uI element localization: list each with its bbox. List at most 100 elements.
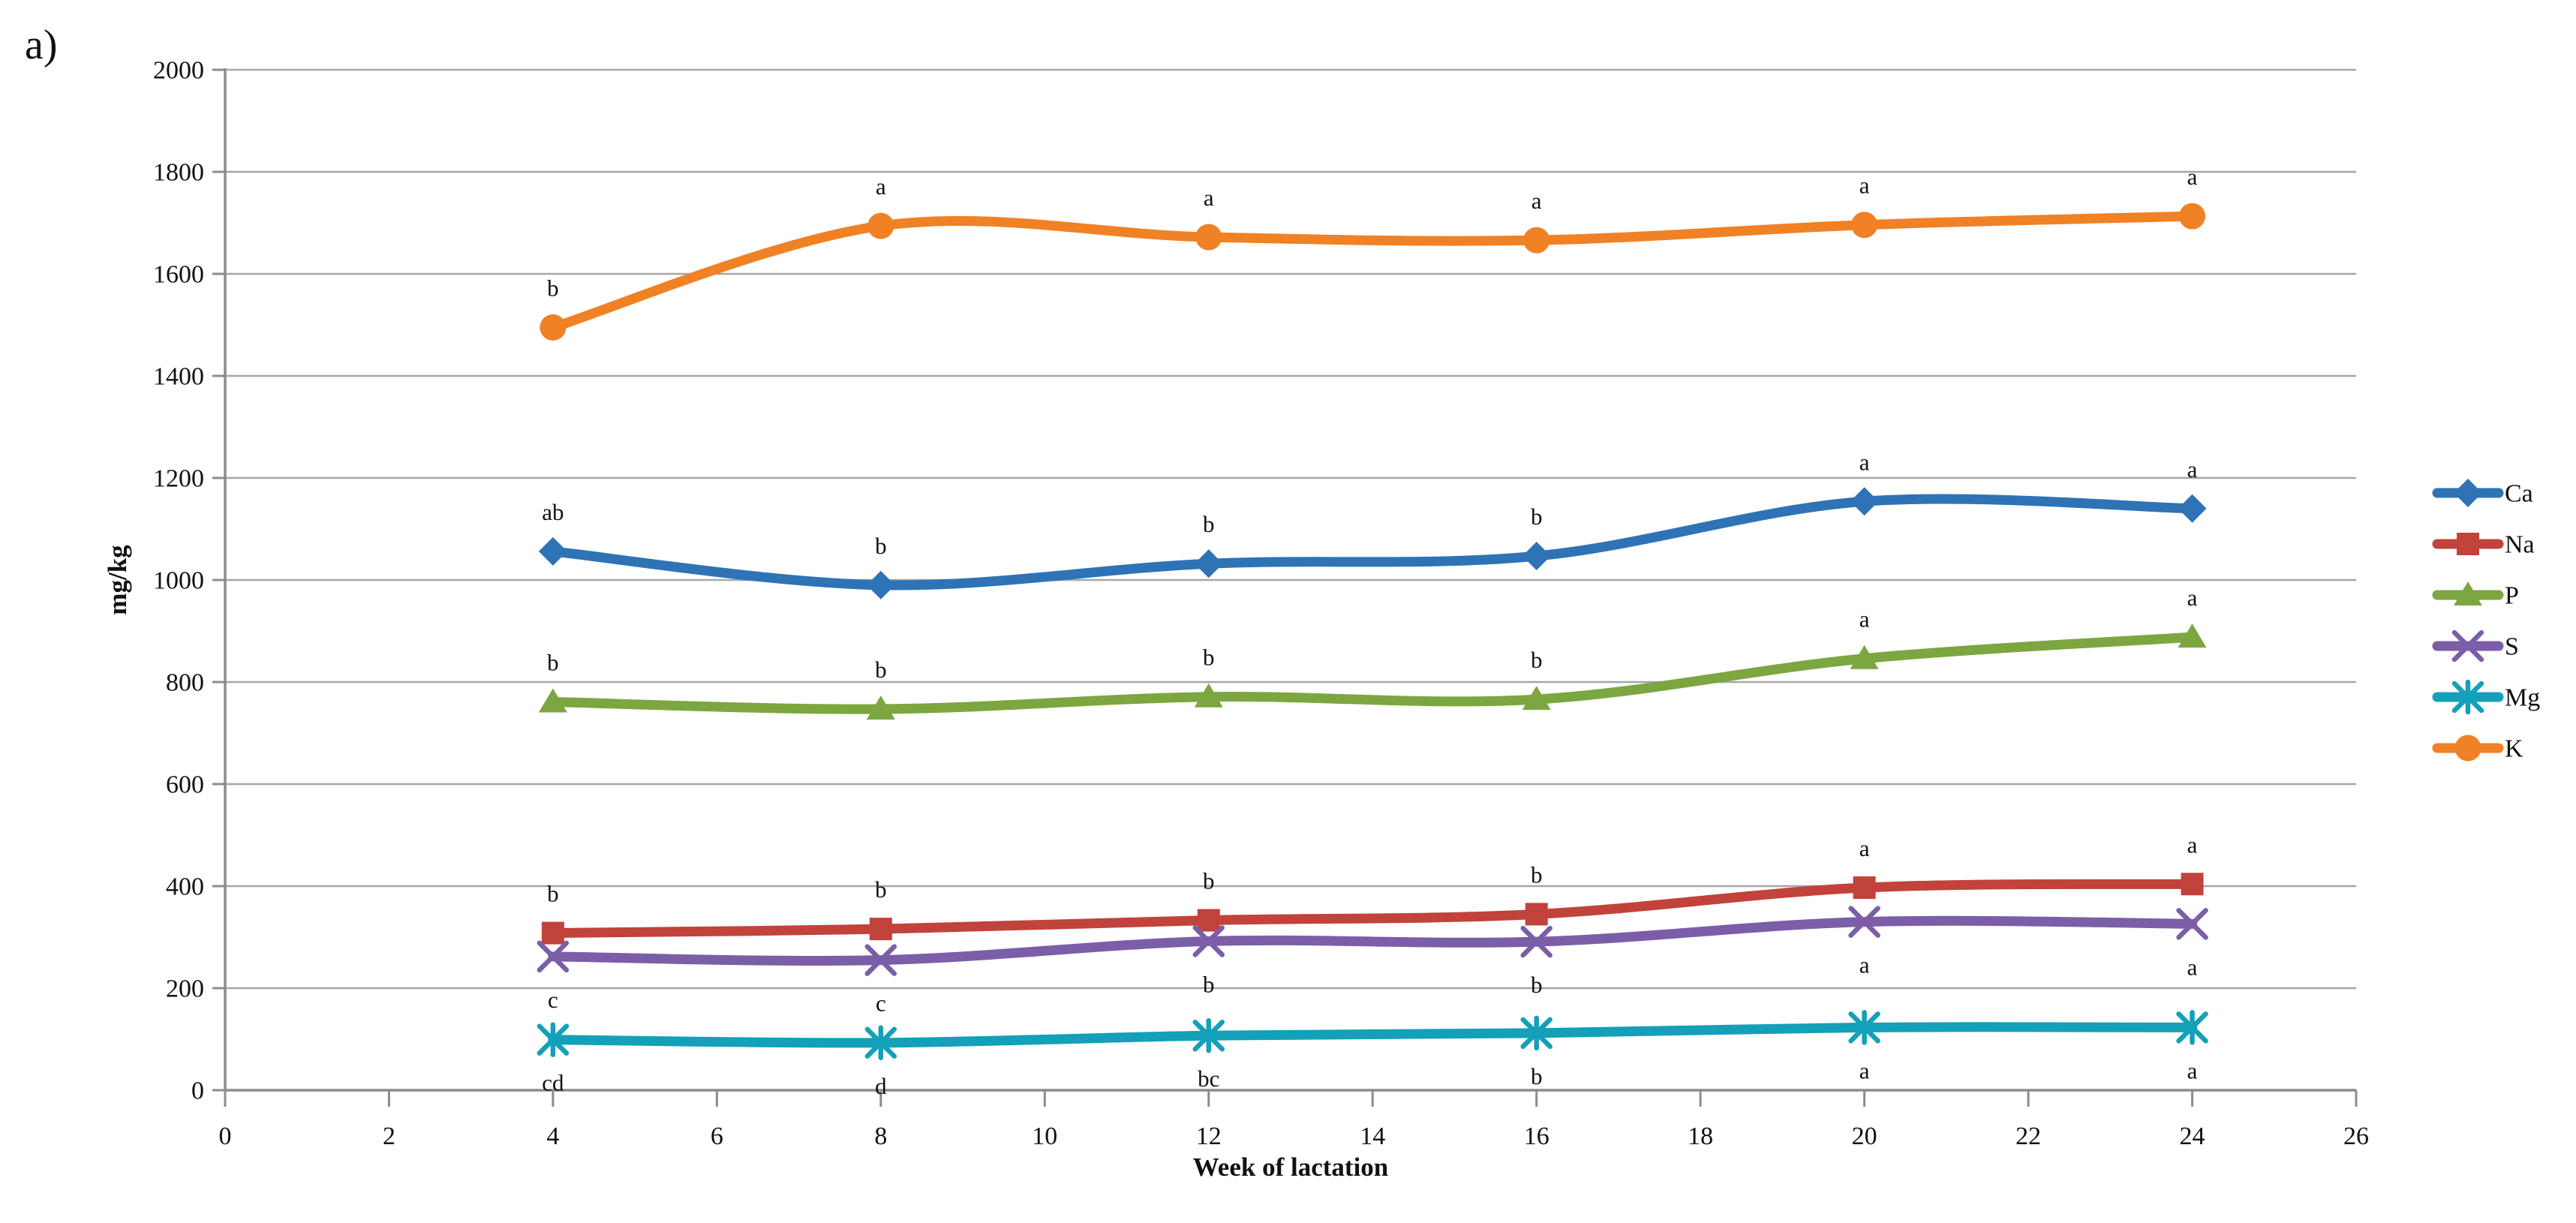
series-lines	[537, 203, 2208, 1061]
x-tick-label: 20	[1852, 1122, 1877, 1150]
legend: Ca Na PS Mg K	[2432, 479, 2540, 763]
annotation-Na-week4: b	[547, 881, 559, 907]
marker-S-week8	[864, 944, 897, 976]
series-Ca	[538, 487, 2207, 599]
x-tick-label: 26	[2343, 1122, 2369, 1150]
annotation-Mg-week24: a	[2187, 1057, 2198, 1083]
marker-P-week12	[1194, 683, 1223, 708]
marker-S-week20	[1848, 906, 1880, 938]
annotation-P-week24: a	[2187, 584, 2198, 611]
annotation-Mg-week20: a	[1859, 1057, 1870, 1083]
series-S	[537, 906, 2208, 976]
series-line-S	[548, 915, 2198, 966]
marker-Na-week4	[541, 921, 564, 945]
annotation-S-week20: a	[1859, 952, 1870, 978]
annotation-S-week8: c	[876, 990, 886, 1017]
legend-label-Na: Na	[2505, 531, 2535, 559]
annotation-Na-week12: b	[1203, 868, 1215, 894]
annotation-S-week24: a	[2187, 954, 2198, 980]
annotation-P-week16: b	[1531, 647, 1543, 673]
y-tick-label: 1800	[153, 159, 204, 187]
marker-S-week12	[1192, 925, 1225, 957]
legend-marker-diamond-icon	[2454, 479, 2482, 507]
y-tick-label: 1400	[153, 363, 204, 391]
legend-label-Mg: Mg	[2505, 684, 2540, 712]
y-tick-label: 600	[166, 771, 204, 799]
x-tick-label: 2	[383, 1122, 395, 1150]
marker-K-week16	[1523, 227, 1550, 254]
marker-P-week20	[1850, 645, 1879, 669]
x-axis-title: Week of lactation	[1193, 1152, 1389, 1182]
marker-P-week4	[538, 688, 567, 713]
x-tick-label: 14	[1360, 1122, 1385, 1150]
annotation-Ca-week16: b	[1531, 503, 1543, 530]
annotation-P-week12: b	[1203, 645, 1215, 671]
annotation-Ca-week12: b	[1203, 511, 1215, 537]
legend-label-Ca: Ca	[2505, 480, 2533, 508]
legend-marker-triangle-icon	[2454, 581, 2482, 605]
y-tick-label: 1200	[153, 465, 204, 493]
marker-Ca-week16	[1522, 542, 1551, 571]
marker-S-week16	[1520, 925, 1553, 958]
annotation-P-week20: a	[1859, 606, 1870, 633]
y-tick-label: 200	[166, 975, 204, 1003]
marker-Ca-week4	[538, 536, 567, 566]
x-tick-label: 16	[1524, 1122, 1550, 1150]
marker-Ca-week8	[866, 570, 895, 599]
annotation-K-week16: a	[1531, 188, 1542, 214]
annotation-Na-week8: b	[875, 876, 887, 903]
marker-Na-week12	[1197, 909, 1220, 932]
marker-K-week8	[867, 212, 894, 239]
legend-item-P: P	[2432, 581, 2519, 610]
annotation-P-week4: b	[547, 650, 559, 676]
marker-Ca-week20	[1850, 487, 1879, 516]
series-K	[540, 203, 2206, 341]
x-tick-label: 6	[711, 1122, 723, 1150]
marker-Na-week24	[2181, 873, 2204, 896]
annotation-K-week20: a	[1859, 173, 1870, 199]
x-tick-label: 24	[2180, 1122, 2205, 1150]
annotation-S-week12: b	[1203, 971, 1215, 997]
annotation-Mg-week4: cd	[542, 1070, 564, 1096]
panel-label: a)	[25, 22, 58, 68]
annotation-Na-week16: b	[1531, 861, 1543, 888]
annotation-S-week4: c	[548, 987, 558, 1013]
annotation-K-week8: a	[876, 173, 886, 200]
legend-item-Na: Na	[2432, 531, 2535, 559]
annotation-P-week8: b	[875, 657, 887, 683]
legend-item-S: S	[2432, 630, 2519, 663]
annotation-Mg-week8: d	[875, 1073, 887, 1099]
y-tick-label: 1600	[153, 261, 204, 289]
marker-Na-week20	[1853, 876, 1876, 900]
marker-Na-week16	[1525, 903, 1548, 926]
marker-K-week4	[540, 314, 567, 341]
annotation-Na-week20: a	[1859, 835, 1870, 861]
x-tick-label: 4	[546, 1122, 559, 1150]
y-tick-label: 800	[166, 669, 204, 697]
marker-P-week16	[1522, 686, 1551, 711]
series-line-K	[548, 211, 2198, 332]
y-tick-label: 400	[166, 873, 204, 901]
legend-item-K: K	[2432, 735, 2523, 763]
x-tick-label: 22	[2015, 1122, 2041, 1150]
marker-K-week12	[1195, 224, 1222, 251]
annotation-Ca-week8: b	[875, 533, 887, 559]
series-line-P	[548, 632, 2198, 714]
legend-marker-square-icon	[2457, 533, 2479, 555]
series-P	[538, 624, 2207, 720]
marker-S-week24	[2176, 908, 2208, 940]
x-tick-label: 8	[874, 1122, 887, 1150]
marker-Na-week8	[869, 918, 892, 941]
gridlines	[225, 68, 2356, 990]
legend-label-S: S	[2505, 633, 2519, 661]
series-Mg	[537, 1010, 2208, 1061]
y-tick-label: 2000	[153, 57, 204, 85]
x-tick-label: 10	[1032, 1122, 1057, 1150]
marker-P-week8	[866, 696, 895, 720]
annotation-K-week12: a	[1204, 185, 1214, 211]
series-line-Mg	[548, 1022, 2198, 1048]
x-tick-label: 12	[1196, 1122, 1222, 1150]
